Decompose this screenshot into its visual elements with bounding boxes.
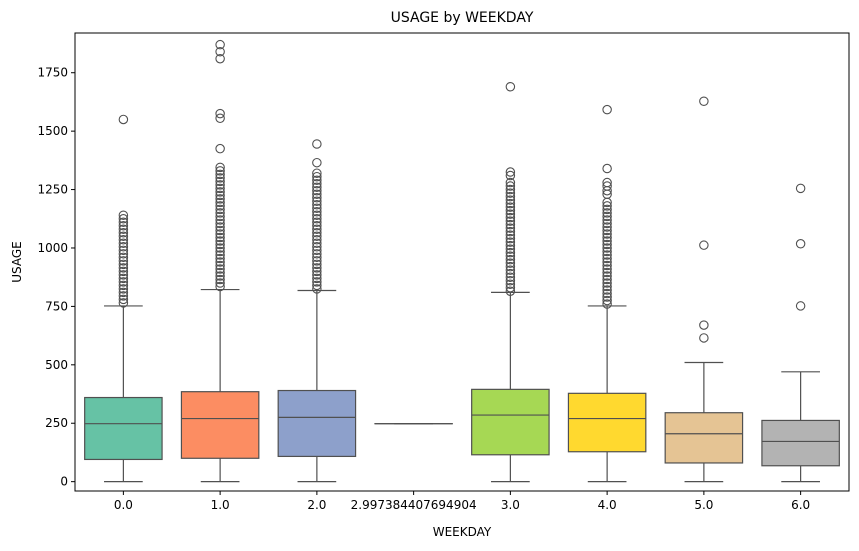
y-tick-label: 1750 (37, 66, 68, 80)
outlier-point (603, 105, 611, 113)
outlier-point (700, 334, 708, 342)
x-tick-label: 2.0 (307, 498, 326, 512)
y-tick-label: 750 (45, 299, 68, 313)
plot-area: 0 250 500 750 1000 1250 1500 1750 0.0 1.0 2.0 2.997… (37, 40, 839, 512)
outlier-point (603, 164, 611, 172)
box-body (665, 413, 742, 463)
x-tick-label: 0.0 (114, 498, 133, 512)
chart-title: USAGE by WEEKDAY (391, 10, 534, 26)
y-tick-label: 250 (45, 416, 68, 430)
x-tick-label: 2.997384407694904 (351, 498, 477, 512)
outlier-point (700, 241, 708, 249)
x-tick-label: 4.0 (598, 498, 617, 512)
y-tick-label: 1000 (37, 241, 68, 255)
outlier-point (700, 97, 708, 105)
outlier-point (796, 302, 804, 310)
box-body (762, 420, 839, 465)
x-tick-label: 3.0 (501, 498, 520, 512)
box-body (181, 392, 258, 459)
outlier-point (796, 184, 804, 192)
outlier-point (119, 115, 127, 123)
outlier-point (506, 83, 514, 91)
x-tick-label: 6.0 (791, 498, 810, 512)
box-body (85, 398, 162, 460)
x-axis-label: WEEKDAY (433, 525, 492, 539)
y-tick-label: 500 (45, 358, 68, 372)
box-body (278, 391, 355, 457)
y-tick-label: 1500 (37, 124, 68, 138)
y-tick-label: 1250 (37, 183, 68, 197)
box-body (568, 393, 645, 451)
box-body (472, 389, 549, 454)
x-tick-label: 1.0 (211, 498, 230, 512)
outlier-point (313, 140, 321, 148)
outlier-point (796, 240, 804, 248)
x-tick-label: 5.0 (694, 498, 713, 512)
y-axis-label: USAGE (10, 241, 24, 283)
outlier-point (216, 144, 224, 152)
outlier-point (313, 158, 321, 166)
outlier-point (700, 321, 708, 329)
y-tick-label: 0 (60, 475, 68, 489)
